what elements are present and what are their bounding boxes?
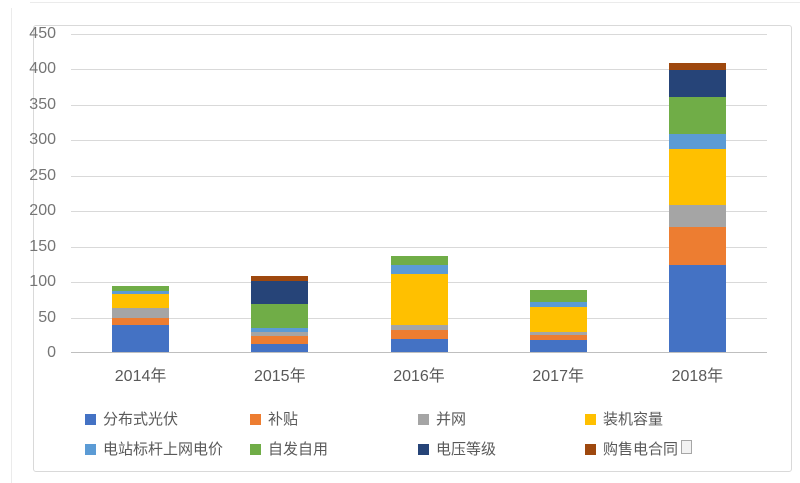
x-category-label-2014年: 2014年 [114,368,167,385]
bar-segment-电站标杆上网电价 [112,291,170,294]
stacked-bar-2016年 [390,255,448,352]
bar-segment-装机容量 [668,148,726,205]
x-axis-line [71,352,767,353]
legend-item-补贴: 补贴 [250,410,299,428]
bar-segment-装机容量 [390,274,448,326]
bar-segment-并网 [251,332,309,336]
legend-item-购售电合同: 购售电合同 [585,440,679,458]
bar-segment-装机容量 [112,293,170,309]
bar-segment-并网 [668,204,726,227]
y-tick-label-450: 450 [29,25,56,42]
bar-segment-补贴 [112,317,170,326]
gridline-350 [71,104,767,106]
bar-segment-分布式光伏 [668,264,726,352]
x-category-label-2015年: 2015年 [253,368,306,385]
bar-segment-购售电合同 [668,62,726,70]
bar-segment-分布式光伏 [390,339,448,352]
bar-segment-自发自用 [668,96,726,134]
legend-item-装机容量: 装机容量 [585,410,664,428]
bar-segment-并网 [390,325,448,331]
legend-swatch-icon [418,413,429,425]
legend-label: 电站标杆上网电价 [103,440,224,458]
bar-segment-分布式光伏 [112,325,170,352]
page-top-border [30,2,800,3]
legend-swatch-icon [585,413,596,425]
bar-segment-分布式光伏 [251,343,309,352]
legend-label: 分布式光伏 [103,410,179,428]
x-category-label-2018年: 2018年 [671,368,724,385]
legend-item-并网: 并网 [418,410,467,428]
bar-segment-电压等级 [251,281,309,304]
bar-segment-电站标杆上网电价 [529,301,587,308]
bar-segment-电站标杆上网电价 [390,264,448,275]
legend-label: 补贴 [268,410,299,428]
gridline-150 [71,246,767,248]
stacked-bar-2018年 [668,62,726,352]
legend-label: 并网 [436,410,467,428]
bar-segment-补贴 [668,226,726,265]
x-category-label-2017年: 2017年 [532,368,584,385]
bar-segment-电站标杆上网电价 [668,133,726,149]
legend-label: 自发自用 [268,440,329,458]
bar-segment-并网 [112,308,170,318]
legend-item-分布式光伏: 分布式光伏 [85,410,179,428]
stacked-bar-2015年 [251,275,309,352]
bar-segment-补贴 [529,335,587,340]
plot-area [71,34,767,353]
bar-segment-自发自用 [112,286,170,292]
bar-segment-自发自用 [390,255,448,265]
y-tick-label-400: 400 [29,60,56,78]
legend-label: 装机容量 [603,410,664,428]
x-category-label-2016年: 2016年 [393,368,445,385]
bar-segment-购售电合同 [251,275,309,282]
y-tick-label-250: 250 [29,166,56,184]
y-tick-label-50: 50 [38,308,56,326]
legend-swatch-icon [85,443,96,455]
page-left-border [11,8,12,483]
y-tick-label-150: 150 [29,237,56,255]
bar-segment-电站标杆上网电价 [251,327,309,333]
legend-item-自发自用: 自发自用 [250,440,329,458]
legend-swatch-icon [418,443,429,455]
y-tick-label-350: 350 [29,95,56,113]
chart-frame: 0 50 100 150 200 250 300 350 400 450 2014年 2015年 20… [29,25,792,472]
y-tick-label-200: 200 [29,202,56,220]
gridline-450 [71,34,767,35]
bar-segment-并网 [529,332,587,335]
gridline-400 [71,69,767,71]
gridline-250 [71,175,767,177]
y-tick-label-0: 0 [47,344,56,361]
y-tick-label-300: 300 [29,131,56,149]
gridline-300 [71,140,767,142]
bar-segment-装机容量 [529,307,587,333]
bar-segment-补贴 [251,335,309,344]
stacked-bar-2014年 [112,286,170,352]
legend-swatch-icon [250,413,261,425]
bar-segment-自发自用 [251,303,309,328]
bar-segment-补贴 [390,330,448,340]
missing-glyph-box-artifact [681,440,692,454]
y-tick-label-100: 100 [29,273,56,291]
legend-item-电站标杆上网电价: 电站标杆上网电价 [85,440,224,458]
legend-label: 购售电合同 [603,440,679,458]
gridline-200 [71,211,767,213]
bar-segment-自发自用 [529,290,587,302]
bar-segment-电压等级 [668,69,726,97]
legend-swatch-icon [85,413,96,425]
legend-swatch-icon [585,443,596,455]
stacked-bar-2017年 [529,290,587,352]
bar-segment-分布式光伏 [529,339,587,352]
legend-swatch-icon [250,443,261,455]
legend-item-电压等级: 电压等级 [418,440,497,458]
legend-label: 电压等级 [436,440,497,458]
